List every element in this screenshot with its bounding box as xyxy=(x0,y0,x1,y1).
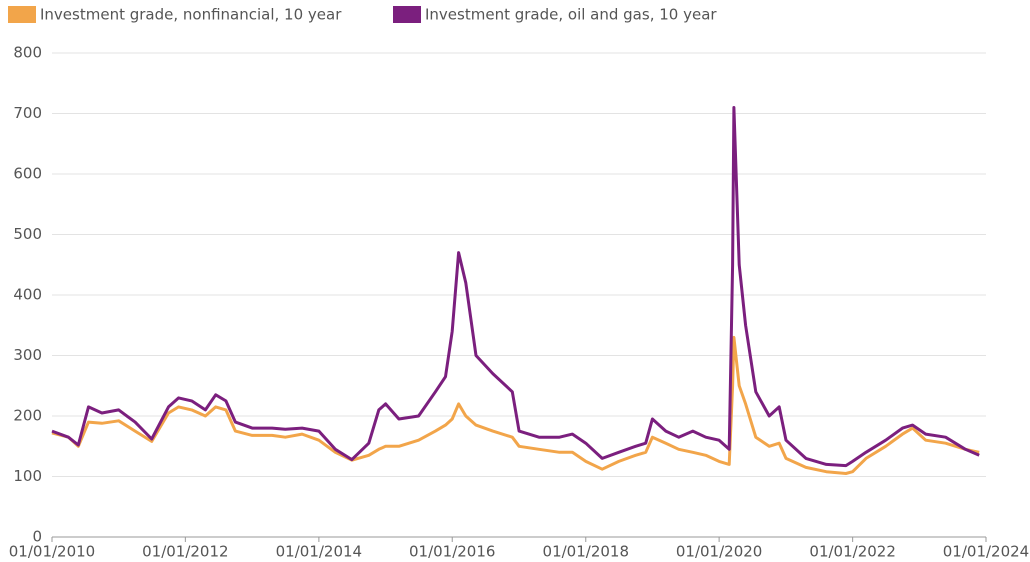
x-tick-label: 01/01/2020 xyxy=(676,543,762,561)
line-series xyxy=(51,335,980,475)
x-tick-label: 01/01/2018 xyxy=(543,543,629,561)
legend-label: Investment grade, oil and gas, 10 year xyxy=(425,6,717,24)
y-tick-label: 500 xyxy=(13,225,42,243)
y-tick-label: 400 xyxy=(13,286,42,304)
y-tick-label: 0 xyxy=(32,528,42,546)
y-tick-label: 800 xyxy=(13,44,42,62)
legend-swatch xyxy=(393,6,421,23)
y-tick-label: 300 xyxy=(13,346,42,364)
x-tick-label: 01/01/2012 xyxy=(142,543,228,561)
x-tick-label: 01/01/2010 xyxy=(9,543,95,561)
y-tick-label: 100 xyxy=(13,467,42,485)
legend-label: Investment grade, nonfinancial, 10 year xyxy=(40,6,342,24)
x-tick-label: 01/01/2014 xyxy=(276,543,362,561)
y-tick-label: 700 xyxy=(13,104,42,122)
line-series xyxy=(51,106,980,468)
x-tick-label: 01/01/2016 xyxy=(409,543,495,561)
y-tick-label: 600 xyxy=(13,165,42,183)
y-tick-label: 200 xyxy=(13,407,42,425)
x-tick-label: 01/01/2024 xyxy=(943,543,1029,561)
legend-swatch xyxy=(8,6,36,23)
x-tick-label: 01/01/2022 xyxy=(809,543,895,561)
